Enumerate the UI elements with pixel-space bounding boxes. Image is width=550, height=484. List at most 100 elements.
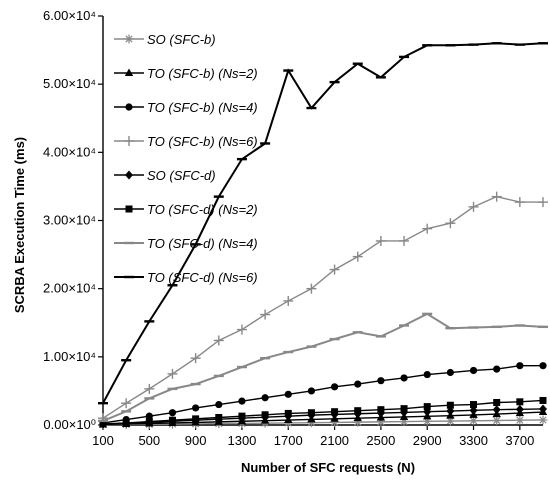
legend-label: TO (SFC-b) (Ns=2): [147, 66, 258, 81]
x-tick-label: 1700: [274, 433, 303, 448]
legend-item: TO (SFC-b) (Ns=4): [114, 100, 258, 115]
data-point: [516, 398, 524, 406]
x-tick-label: 100: [92, 433, 114, 448]
y-axis-title: SCRBA Execution Time (ms): [12, 137, 27, 313]
legend-item: SO (SFC-d): [114, 168, 216, 183]
legend-item: TO (SFC-b) (Ns=2): [114, 66, 258, 81]
data-point: [307, 409, 315, 417]
data-point: [168, 416, 176, 424]
y-tick-label: 0.00×10⁰: [43, 417, 96, 432]
x-tick-label: 3300: [459, 433, 488, 448]
data-point: [492, 416, 502, 426]
data-point: [330, 383, 339, 391]
data-point: [307, 387, 316, 395]
data-point: [167, 368, 178, 379]
data-point: [515, 415, 525, 425]
legend-marker: [125, 103, 133, 111]
data-point: [493, 399, 501, 407]
series-line: [102, 42, 544, 404]
data-point: [213, 335, 224, 346]
legend-marker: [124, 34, 134, 44]
legend: SO (SFC-b) TO (SFC-b) (Ns=2) TO (SFC-b) (N…: [114, 32, 258, 285]
data-point: [352, 251, 363, 262]
data-point: [238, 397, 246, 405]
legend-marker: [124, 136, 134, 146]
x-tick-label: 1300: [227, 433, 256, 448]
y-tick-label: 2.00×10⁴: [43, 281, 96, 296]
data-point: [331, 408, 339, 416]
data-point: [514, 197, 525, 208]
series-line: [102, 399, 544, 425]
data-point: [377, 377, 385, 385]
data-point: [377, 406, 385, 414]
data-point: [491, 191, 502, 202]
y-ticks: 0.00×10⁰ 1.00×10⁴ 2.00×10⁴ 3.00×10⁴ 4.00×10⁴…: [43, 8, 103, 432]
data-point: [168, 409, 177, 417]
data-point: [446, 368, 454, 377]
data-point: [354, 380, 362, 388]
x-axis-title: Number of SFC requests (N): [241, 460, 415, 475]
x-tick-label: 2500: [366, 433, 395, 448]
data-point: [538, 415, 548, 425]
data-point: [446, 406, 455, 416]
series-4: [98, 191, 548, 424]
legend-label: SO (SFC-b): [147, 32, 216, 47]
legend-marker: [125, 170, 133, 180]
data-point: [469, 416, 479, 426]
y-tick-label: 4.00×10⁴: [43, 144, 96, 159]
data-point: [145, 418, 153, 426]
data-point: [354, 407, 362, 415]
x-tick-label: 500: [138, 433, 160, 448]
data-point: [469, 366, 478, 375]
legend-marker: [125, 205, 133, 213]
y-tick-label: 5.00×10⁴: [43, 76, 96, 91]
series-line: [102, 411, 544, 426]
series-3: [99, 362, 547, 427]
x-tick-label: 3700: [505, 433, 534, 448]
y-tick-label: 6.00×10⁴: [43, 8, 96, 23]
data-point: [538, 197, 548, 208]
data-point: [400, 374, 408, 382]
data-point: [515, 404, 524, 414]
series-line: [102, 195, 543, 419]
data-point: [445, 218, 456, 229]
data-point: [99, 420, 107, 428]
data-point: [516, 362, 524, 370]
y-tick-label: 1.00×10⁴: [43, 349, 96, 364]
x-ticks: 100 500 900 1300 1700 2100 2500 2900 3300 3700: [92, 425, 534, 448]
x-tick-label: 2900: [413, 433, 442, 448]
legend-marker: [124, 68, 134, 76]
series-line: [102, 364, 543, 424]
legend-label: TO (SFC-d) (Ns=6): [147, 270, 258, 285]
data-point: [215, 414, 223, 422]
data-point: [399, 235, 410, 246]
legend-label: TO (SFC-b) (Ns=4): [147, 100, 258, 115]
data-point: [122, 419, 130, 427]
data-point: [423, 403, 431, 411]
series-1: [98, 415, 548, 430]
legend-label: TO (SFC-d) (Ns=2): [147, 202, 258, 217]
data-point: [283, 295, 294, 306]
data-point: [284, 390, 292, 398]
data-point: [469, 405, 478, 415]
data-point: [492, 405, 501, 415]
data-point: [493, 365, 501, 373]
data-point: [144, 383, 155, 394]
legend-item: TO (SFC-d) (Ns=4): [114, 236, 258, 251]
data-point: [400, 405, 408, 413]
data-point: [284, 409, 292, 417]
legend-label: SO (SFC-d): [147, 168, 216, 183]
x-tick-label: 900: [185, 433, 207, 448]
data-point: [539, 362, 547, 370]
legend-item: TO (SFC-d) (Ns=6): [114, 270, 258, 285]
data-point: [468, 201, 479, 212]
data-point: [470, 401, 478, 409]
x-tick-label: 2100: [320, 433, 349, 448]
data-point: [329, 264, 340, 275]
y-tick-label: 3.00×10⁴: [43, 213, 96, 228]
legend-label: TO (SFC-d) (Ns=4): [147, 236, 258, 251]
series-8: [98, 42, 548, 405]
data-point: [145, 412, 153, 420]
data-point: [261, 394, 269, 402]
